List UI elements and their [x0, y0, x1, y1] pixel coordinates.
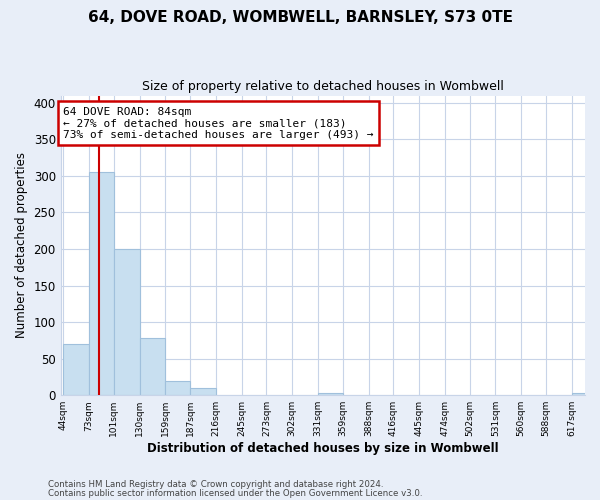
Bar — [140, 338, 166, 395]
Bar — [318, 393, 343, 395]
Text: 64 DOVE ROAD: 84sqm
← 27% of detached houses are smaller (183)
73% of semi-detac: 64 DOVE ROAD: 84sqm ← 27% of detached ho… — [64, 106, 374, 140]
Bar — [114, 249, 140, 395]
Bar — [166, 380, 190, 395]
X-axis label: Distribution of detached houses by size in Wombwell: Distribution of detached houses by size … — [147, 442, 499, 455]
Text: 64, DOVE ROAD, WOMBWELL, BARNSLEY, S73 0TE: 64, DOVE ROAD, WOMBWELL, BARNSLEY, S73 0… — [88, 10, 512, 25]
Y-axis label: Number of detached properties: Number of detached properties — [15, 152, 28, 338]
Text: Contains public sector information licensed under the Open Government Licence v3: Contains public sector information licen… — [48, 490, 422, 498]
Title: Size of property relative to detached houses in Wombwell: Size of property relative to detached ho… — [142, 80, 504, 93]
Text: Contains HM Land Registry data © Crown copyright and database right 2024.: Contains HM Land Registry data © Crown c… — [48, 480, 383, 489]
Bar — [190, 388, 216, 395]
Bar — [64, 344, 89, 395]
Bar — [89, 172, 114, 395]
Bar — [572, 393, 598, 395]
